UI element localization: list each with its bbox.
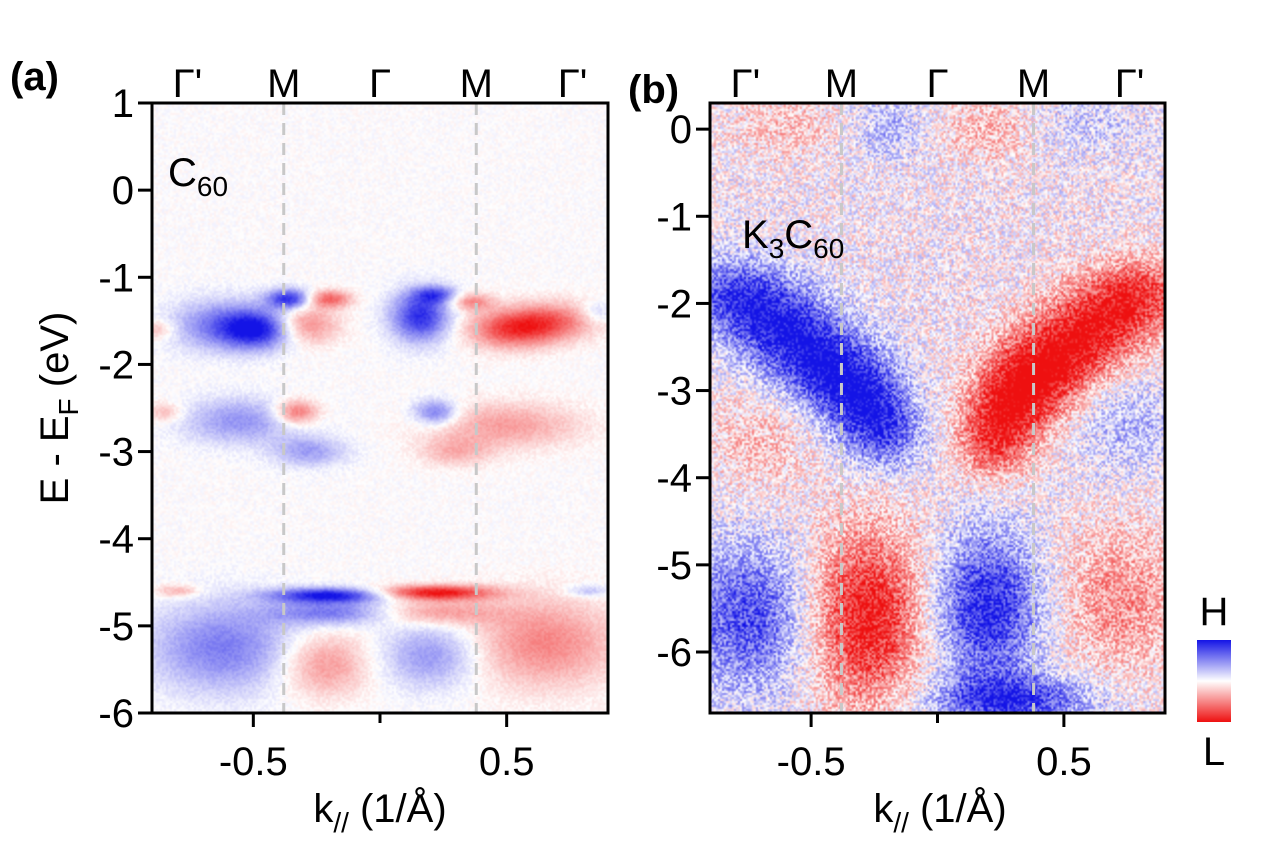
y-tick-label: -4 [656,457,692,501]
colorbar-gradient [1197,640,1231,722]
y-axis-label: E - EF (eV) [33,312,84,505]
colorbar-low-label: L [1203,730,1225,774]
panel-label-b: (b) [628,68,679,112]
guide-lines-b [839,103,1036,713]
y-tick-label: -2 [98,343,134,387]
symmetry-point-label: Γ' [1115,62,1145,106]
x-tick-label: 0.5 [479,740,535,784]
panel-a: 1 0 -1 -2 -3 -4 -5 -6 -0.5 0.5 Γ' M Γ M Γ' (a) C60 E… [10,55,610,838]
symmetry-point-label: M [267,62,300,106]
colorbar-high-label: H [1200,590,1229,634]
y-tick-label: 0 [670,108,692,152]
heatmap-b [710,103,1165,713]
y-tick-label: -6 [98,692,134,736]
y-tick-label: 1 [112,82,134,126]
symmetry-point-label: Γ' [173,62,203,106]
y-tick-label: -1 [98,256,134,300]
symmetry-labels-a: Γ' M Γ M Γ' [173,62,588,106]
y-tick-label: 0 [112,169,134,213]
symmetry-point-label: M [1017,62,1050,106]
x-tick-label: -0.5 [777,740,846,784]
y-tick-label: -3 [656,370,692,414]
guide-lines-a [282,103,478,713]
y-tick-label: -2 [656,282,692,326]
x-axis-label-b: k// (1/Å) [873,786,1006,838]
colorbar: H L [1197,590,1231,774]
symmetry-point-label: Γ [926,62,948,106]
symmetry-point-label: Γ [369,62,391,106]
x-tick-label: 0.5 [1036,740,1092,784]
y-tick-label: -1 [656,195,692,239]
y-tick-label: -5 [656,544,692,588]
heatmap-a [152,103,608,713]
panel-b: 0-1-2-3-4-5-6 -0.5 0.5 Γ' M Γ M Γ' (b) K3C60 … [628,62,1167,838]
x-tick-label: -0.5 [219,740,288,784]
inset-label-b: K3C60 [742,213,844,264]
symmetry-point-label: M [825,62,858,106]
symmetry-point-label: Γ' [731,62,761,106]
y-tick-label: -3 [98,431,134,475]
y-ticks-a: 1 0 -1 -2 -3 -4 -5 -6 [98,82,152,736]
symmetry-point-label: M [460,62,493,106]
y-ticks-b: 0 -1 -2 -3 -4 -5 -6 [656,108,710,675]
x-ticks-a: -0.5 0.5 [219,713,535,784]
x-ticks-b: -0.5 0.5 [777,713,1092,784]
symmetry-point-label: Γ' [558,62,588,106]
panel-label-a: (a) [10,55,59,99]
x-axis-label-a: k// (1/Å) [313,786,446,838]
y-tick-label: -6 [656,631,692,675]
y-tick-label: -5 [98,605,134,649]
symmetry-labels-b: Γ' M Γ M Γ' [731,62,1145,106]
inset-label-a: C60 [168,151,228,202]
y-tick-label: -4 [98,518,134,562]
